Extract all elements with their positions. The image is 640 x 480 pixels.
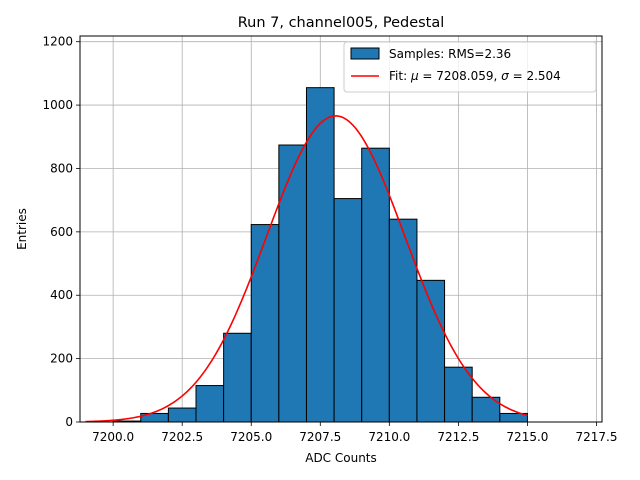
fit-curve-group: [85, 115, 528, 423]
histogram-bar: [250, 224, 280, 423]
y-tick-label: 600: [50, 225, 73, 239]
chart-title: Run 7, channel005, Pedestal: [238, 15, 445, 31]
x-tick-label: 7205.0: [230, 430, 272, 444]
x-tick-label: 7215.0: [506, 430, 548, 444]
histogram-bar: [278, 144, 307, 423]
legend-label-histogram: Samples: RMS=2.36: [389, 47, 511, 61]
y-tick-label: 0: [65, 415, 73, 429]
fit-curve: [85, 115, 528, 423]
legend-sigma-value: = 2.504: [509, 69, 561, 83]
plot-frame: [79, 35, 603, 423]
histogram-bar: [333, 198, 363, 423]
histogram-bar: [167, 407, 197, 423]
y-tick-label: 1200: [42, 35, 73, 49]
legend-mu-symbol: μ: [410, 69, 419, 83]
x-tick-label: 7212.5: [437, 430, 479, 444]
legend-box: [343, 41, 597, 93]
x-tick-label: 7202.5: [161, 430, 203, 444]
legend-fit-prefix: Fit:: [389, 69, 411, 83]
y-tick-label: 800: [50, 161, 73, 175]
legend-mu-value: = 7208.059,: [419, 69, 502, 83]
x-tick-label: 7207.5: [299, 430, 341, 444]
histogram-bar: [223, 332, 252, 423]
legend-swatch-histogram: [350, 47, 380, 60]
x-tick-label: 7217.5: [575, 430, 617, 444]
y-tick-label: 1000: [42, 98, 73, 112]
histogram-bar: [361, 147, 390, 423]
y-axis-ticks: 0 200 400 600 800 1000 1200: [42, 35, 80, 429]
histogram-bar: [388, 218, 418, 423]
histogram-bar: [195, 385, 225, 423]
histogram-bar: [444, 366, 473, 423]
x-axis-ticks: 7200.0 7202.5 7205.0 7207.5 7210.0 7212.5 7215…: [92, 422, 617, 444]
legend-label-fit: Fit: μ = 7208.059, σ = 2.504: [389, 69, 561, 83]
x-tick-label: 7200.0: [92, 430, 134, 444]
y-axis-label: Entries: [15, 208, 29, 250]
y-tick-label: 200: [50, 352, 73, 366]
legend-sigma-symbol: σ: [501, 69, 509, 83]
y-tick-label: 400: [50, 288, 73, 302]
legend: Samples: RMS=2.36 Fit: μ = 7208.059, σ =…: [343, 41, 597, 93]
x-axis-label: ADC Counts: [305, 451, 377, 465]
histogram-bar: [305, 87, 335, 423]
x-tick-label: 7210.0: [368, 430, 410, 444]
